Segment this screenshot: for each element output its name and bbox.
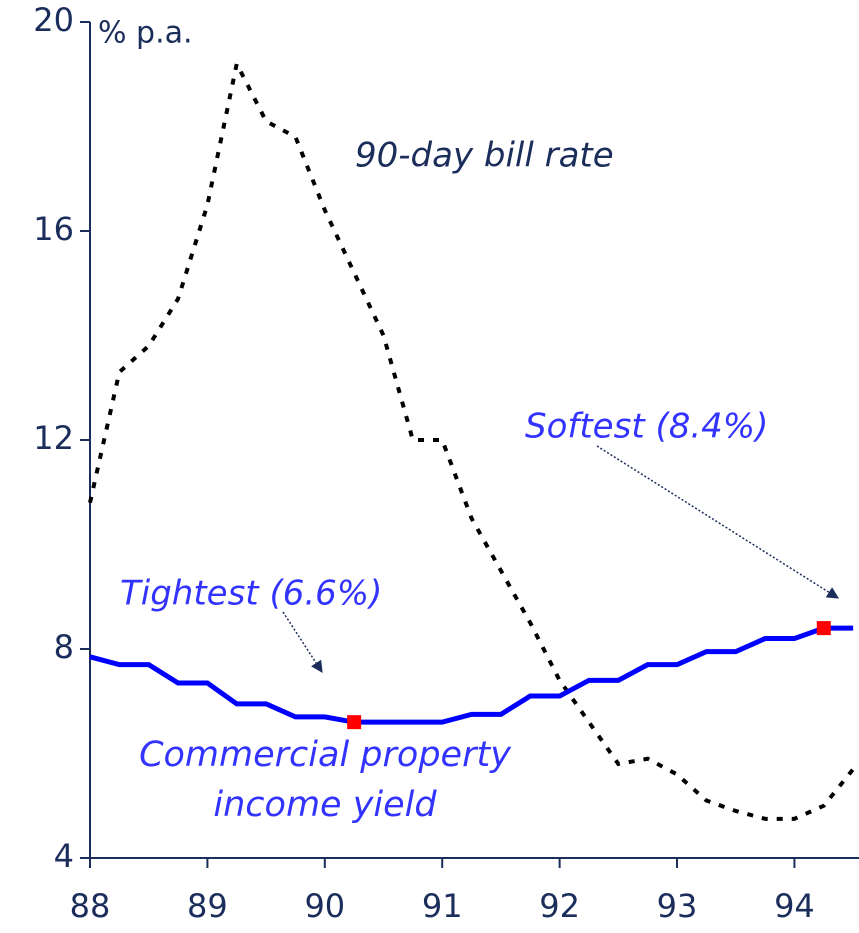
y-tick-label: 16 bbox=[33, 210, 74, 248]
annotation: Softest (8.4%) bbox=[525, 407, 768, 447]
series-label: 90-day bill rate bbox=[355, 136, 614, 176]
highlight-marker bbox=[347, 715, 362, 730]
series-label-box: Commercial property income yield bbox=[139, 735, 511, 825]
x-tick-label: 93 bbox=[657, 887, 698, 925]
annotation: Tightest (6.6%) bbox=[120, 574, 382, 614]
x-tick-label: 92 bbox=[539, 887, 580, 925]
series-line bbox=[88, 57, 855, 821]
y-tick-label: 20 bbox=[33, 1, 74, 39]
series-label: Commercial property income yield bbox=[139, 735, 511, 825]
x-tick-label: 91 bbox=[422, 887, 463, 925]
x-tick-label: 88 bbox=[70, 887, 111, 925]
y-axis-label: % p.a. bbox=[98, 16, 193, 51]
annotation-arrow bbox=[282, 611, 323, 674]
x-tick-label: 89 bbox=[187, 887, 228, 925]
highlight-marker bbox=[816, 621, 831, 636]
y-tick-label: 12 bbox=[33, 419, 74, 457]
x-tick-label: 94 bbox=[774, 887, 815, 925]
series-line bbox=[89, 625, 854, 725]
annotation-arrow bbox=[596, 445, 840, 599]
y-tick-label: 4 bbox=[54, 837, 74, 875]
x-tick-label: 90 bbox=[304, 887, 345, 925]
y-tick-label: 8 bbox=[54, 628, 74, 666]
